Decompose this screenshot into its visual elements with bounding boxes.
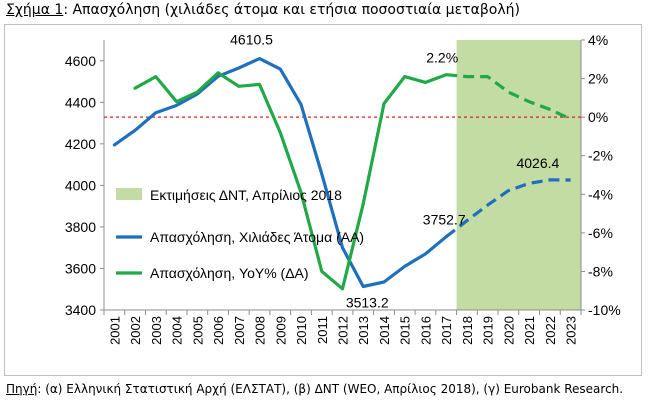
x-axis-tick-label: 2004 [170,316,185,345]
x-axis-tick-label: 2014 [377,316,392,345]
x-axis-tick-label: 2011 [315,316,330,344]
right-axis-tick-label: 0% [588,109,608,125]
right-axis-tick-label: 4% [588,32,608,48]
x-axis-tick-label: 2009 [273,316,288,345]
x-axis-tick-label: 2002 [128,316,143,345]
left-axis-tick-label: 3800 [65,219,96,235]
x-axis-tick-label: 2019 [481,316,496,345]
data-label: 3752.7 [423,212,466,228]
forecast-shaded-region [456,40,581,310]
x-axis-tick-label: 2018 [460,316,475,345]
right-axis-tick-label: -2% [588,148,613,164]
left-axis-tick-label: 4600 [65,53,96,69]
employment-yoy-line [133,71,448,291]
x-axis-tick-label: 2006 [211,316,226,345]
figure-title-label: Σχήμα 1 [6,2,64,18]
x-axis-tick-label: 2015 [398,316,413,345]
chart-frame [4,24,642,376]
x-axis-tick-label: 2012 [336,316,351,345]
figure-source: Πηγή: (α) Ελληνική Στατιστική Αρχή (ΕΛΣΤ… [6,382,623,396]
x-axis-tick-label: 2013 [356,316,371,345]
data-label: 2.2% [426,50,458,66]
right-axis-tick-label: -8% [588,263,613,279]
employment-thousands-line [112,57,448,289]
x-axis-tick-label: 2020 [501,316,516,345]
legend-label: Εκτιμήσεις ΔΝΤ, Απρίλιος 2018 [150,187,342,203]
data-label: 3513.2 [346,294,389,310]
right-axis-tick-label: -10% [588,302,621,318]
employment-yoy-forecast-line [446,73,572,121]
x-axis-tick-label: 2003 [149,316,164,345]
legend-label: Απασχόληση, YoY% (ΔΑ) [150,265,309,281]
x-axis-tick-label: 2016 [418,316,433,345]
legend-swatch-forecast [116,188,142,200]
left-axis-tick-label: 4200 [65,136,96,152]
data-label: 4026.4 [516,155,559,171]
figure-title: Σχήμα 1: Απασχόληση (χιλιάδες άτομα και … [6,2,520,18]
figure-source-label: Πηγή [6,382,38,396]
figure-source-text: : (α) Ελληνική Στατιστική Αρχή (ΕΛΣΤΑΤ),… [37,382,624,396]
x-axis-tick-label: 2023 [564,316,579,345]
x-axis-tick-label: 2021 [522,316,537,345]
employment-thousands-forecast-line [445,178,571,238]
x-axis-tick-label: 2017 [439,316,454,345]
left-axis-tick-label: 4400 [65,94,96,110]
figure-title-text: : Απασχόληση (χιλιάδες άτομα και ετήσια … [63,2,520,18]
right-axis-tick-label: 2% [588,71,608,87]
x-axis-tick-label: 2001 [107,316,122,345]
x-axis-tick-label: 2022 [543,316,558,345]
data-label: 4610.5 [230,32,273,48]
right-axis-tick-label: -4% [588,186,613,202]
left-axis-tick-label: 4000 [65,177,96,193]
legend-label: Απασχόληση, Χιλιάδες Άτομα (ΑΑ) [150,229,364,245]
left-axis-tick-label: 3600 [65,260,96,276]
right-axis-tick-label: -6% [588,225,613,241]
x-axis-tick-label: 2005 [190,316,205,345]
x-axis-tick-label: 2008 [253,316,268,345]
x-axis-tick-label: 2010 [294,316,309,345]
x-axis-tick-label: 2007 [232,316,247,345]
left-axis-tick-label: 3400 [65,302,96,318]
